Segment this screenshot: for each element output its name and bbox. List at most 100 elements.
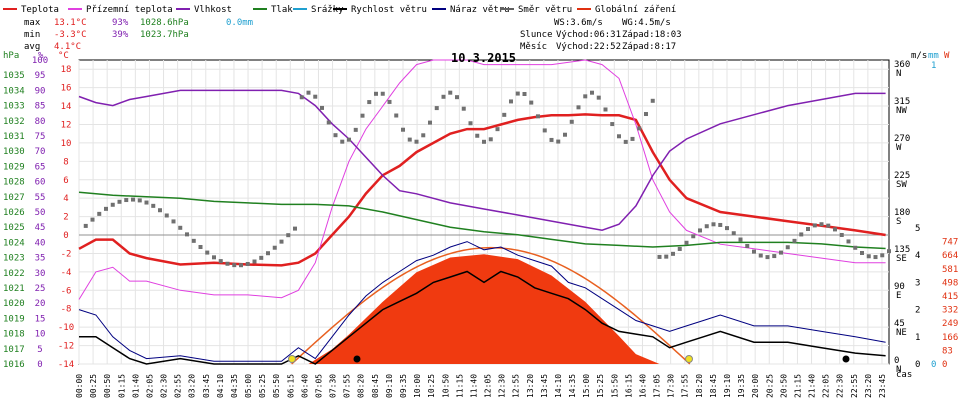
wind-dir-point [239, 263, 243, 268]
pressure-tick: 1027 [3, 193, 25, 203]
series-globalni-zareni [308, 254, 660, 364]
wind-dir-point [448, 90, 453, 95]
wind-dir-point [880, 253, 885, 258]
radiation-tick: 498 [942, 278, 958, 288]
stats-max-press: 1028.6hPa [140, 18, 189, 28]
x-tick: 10:25 [427, 374, 436, 398]
wind-dir-point [83, 223, 88, 228]
series-p-zemn-teplota [78, 59, 886, 300]
winddir-label: NW [896, 106, 907, 116]
pressure-tick: 1020 [3, 299, 25, 309]
humidity-tick: 5 [37, 345, 42, 355]
wind-dir-point [245, 261, 250, 266]
humidity-tick: 60 [35, 178, 46, 188]
x-tick: 14:10 [554, 374, 563, 398]
radiation-tick: 249 [942, 319, 958, 329]
x-tick: 20:00 [751, 374, 760, 398]
radiation-tick: 747 [942, 238, 958, 248]
axis-unit-mm: mm [928, 51, 939, 61]
legend-label: Srážky [311, 5, 344, 15]
wind-dir-point [772, 254, 777, 259]
stats-max-temp: 13.1°C [54, 18, 87, 28]
temp-tick: 18 [61, 65, 72, 75]
moonrise: Východ:22:52 [556, 42, 621, 52]
wind-dir-point [657, 254, 662, 259]
sunset: Západ:18:03 [622, 30, 682, 40]
x-tick: 17:55 [681, 374, 690, 398]
humidity-tick: 100 [32, 56, 48, 66]
winddir-label: N [896, 365, 901, 375]
wind-dir-point [333, 133, 338, 138]
series-lines [78, 59, 886, 365]
wind-dir-point [475, 133, 480, 138]
wind-dir-point [131, 197, 135, 202]
axis-unit-ms: m/s [911, 51, 927, 61]
wind-dir-point [293, 226, 297, 231]
wind-dir-point [387, 99, 392, 104]
pressure-tick: 1031 [3, 132, 25, 142]
axis-unit-pct: % [38, 51, 44, 61]
wind-sun-moon-block: WS:3.6m/s WG:4.5m/s Slunce Východ:06:31 … [520, 18, 682, 52]
winddir-label: E [896, 291, 901, 301]
x-tick: 16:15 [624, 374, 633, 398]
wind-dir-point [185, 232, 189, 237]
x-tick: 19:35 [737, 374, 746, 398]
wind-dir-point [752, 249, 756, 254]
stats-min-hum: 39% [112, 30, 129, 40]
wind-dir-point [455, 95, 459, 100]
x-axis-label: čas [896, 369, 912, 380]
wind-dir-point [684, 240, 689, 245]
wind-dir-point [428, 120, 432, 125]
wind-dir-point [576, 105, 581, 110]
pressure-tick: 1029 [3, 162, 25, 172]
wind-dir-point [785, 245, 790, 250]
wind-dir-point [522, 91, 527, 96]
x-tick: 14:35 [568, 374, 577, 398]
wind-dir-point [137, 198, 142, 203]
wind-gust-stat: WG:4.5m/s [622, 18, 671, 28]
wind-dir-point [556, 139, 561, 144]
wind-dir-point [191, 238, 196, 243]
x-tick: 05:25 [258, 374, 267, 398]
temp-tick: 8 [63, 157, 68, 167]
x-tick: 17:30 [667, 374, 676, 398]
wind-tick: 0 [915, 360, 920, 370]
wind-dir-point [502, 112, 507, 117]
temp-tick: -2 [61, 249, 72, 259]
stats-min-press: 1023.7hPa [140, 30, 189, 40]
wind-dir-point [671, 251, 675, 256]
sunset-marker [685, 355, 693, 363]
wind-dir-point [158, 208, 162, 213]
x-tick: 07:30 [329, 374, 338, 398]
wind-dir-point [718, 222, 723, 227]
temp-tick: 2 [63, 213, 68, 223]
stats-block: max 13.1°C 93% 1028.6hPa 0.0mm min -3.3°… [24, 18, 253, 52]
winddir-tick: 360 [894, 60, 910, 70]
wind-dir-point [347, 137, 351, 142]
wind-dir-point [603, 107, 608, 112]
wind-dir-point [286, 233, 291, 238]
x-tick: 03:45 [202, 374, 211, 398]
axis-unit-w: W [944, 51, 950, 61]
wind-dir-point [198, 244, 203, 249]
wind-dir-point [434, 106, 439, 111]
temp-tick: 0 [63, 231, 68, 241]
moonset: Západ:8:17 [622, 42, 676, 52]
wind-dir-point [360, 113, 365, 118]
wind-dir-point [569, 119, 574, 124]
wind-dir-point [178, 225, 183, 230]
x-tick: 04:35 [230, 374, 239, 398]
wind-dir-point [637, 126, 642, 131]
x-tick: 05:50 [272, 374, 281, 398]
wind-dir-point [468, 121, 473, 126]
x-tick: 01:40 [131, 374, 140, 398]
moon-label: Měsíc [520, 42, 547, 52]
precip-tick: 0 [931, 360, 936, 370]
wind-dir-point [299, 95, 304, 100]
wind-dir-point [617, 134, 621, 139]
temp-tick: -6 [61, 286, 72, 296]
humidity-tick: 20 [35, 299, 46, 309]
humidity-tick: 75 [35, 132, 46, 142]
x-tick: 15:50 [610, 374, 619, 398]
